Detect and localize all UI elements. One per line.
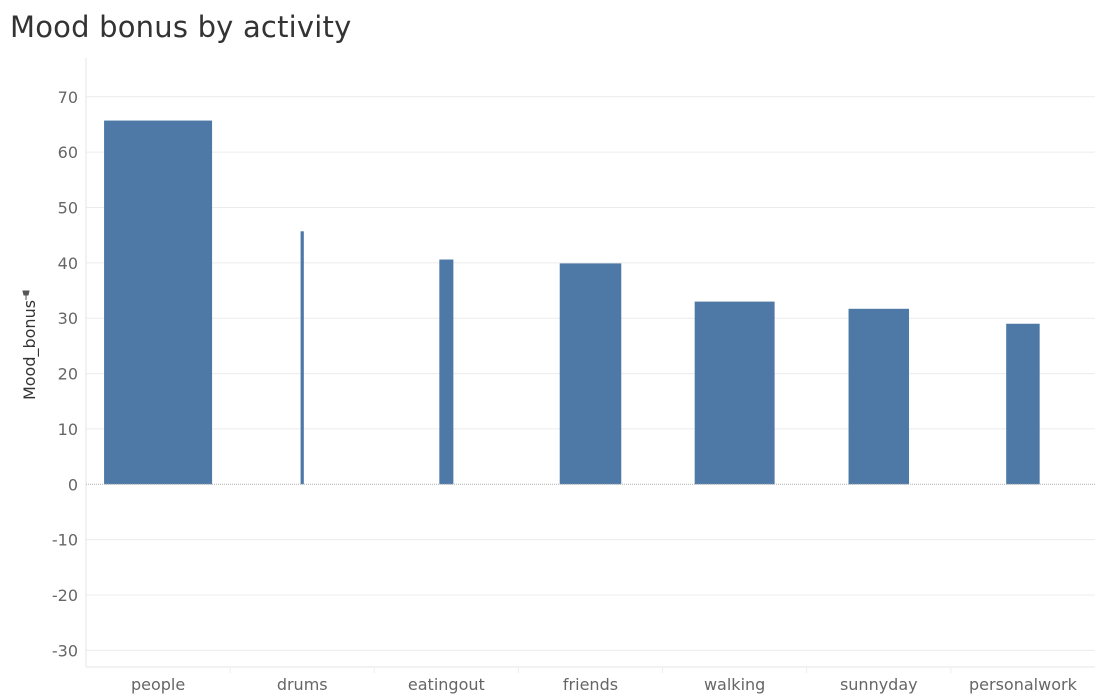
bar-walking[interactable] (694, 301, 775, 485)
x-tick-label: walking (704, 675, 765, 694)
y-tick-label: 0 (68, 475, 78, 494)
axes: 70 60 50 40 30 20 10 0 -10 -20 -30 people drums eatin… (52, 58, 1095, 694)
y-tick-label: 50 (58, 198, 78, 217)
bar-eatingout[interactable] (439, 259, 454, 485)
bars (104, 120, 1040, 485)
bar-drums[interactable] (300, 231, 304, 485)
x-tick-label: personalwork (969, 675, 1078, 694)
pin-icon[interactable] (22, 290, 30, 300)
x-tick-label: sunnyday (840, 675, 918, 694)
y-tick-label: 60 (58, 143, 78, 162)
x-tick-label: people (131, 675, 185, 694)
y-tick-label: 40 (58, 254, 78, 273)
y-tick-label: 20 (58, 365, 78, 384)
bar-personalwork[interactable] (1006, 323, 1040, 485)
y-tick-label: -30 (52, 641, 78, 660)
bar-sunnyday[interactable] (848, 308, 910, 485)
y-tick-label: -10 (52, 531, 78, 550)
y-tick-label: 10 (58, 420, 78, 439)
x-tick-label: friends (563, 675, 618, 694)
bar-friends[interactable] (559, 263, 622, 485)
x-tick-label: drums (277, 675, 328, 694)
y-tick-label: 30 (58, 309, 78, 328)
x-tick-label: eatingout (408, 675, 485, 694)
y-tick-label: 70 (58, 88, 78, 107)
y-tick-label: -20 (52, 586, 78, 605)
chart-title: Mood bonus by activity (10, 10, 352, 44)
y-axis-title: Mood_bonus (20, 300, 40, 400)
bar-people[interactable] (104, 120, 213, 485)
